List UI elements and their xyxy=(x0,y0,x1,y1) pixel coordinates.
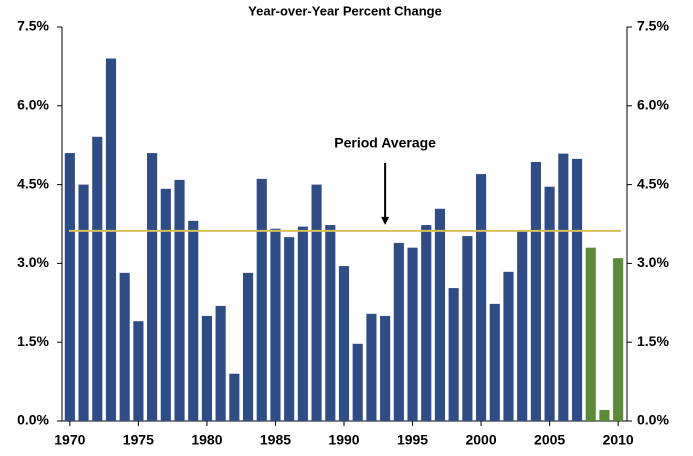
bar xyxy=(119,272,130,421)
bar xyxy=(174,179,185,421)
x-tick-label: 1975 xyxy=(123,432,154,448)
bar xyxy=(64,153,75,421)
y2-tick-label: 6.0% xyxy=(637,97,669,113)
x-tick-label: 1985 xyxy=(260,432,291,448)
x-tick-label: 2005 xyxy=(534,432,565,448)
y-tick-label: 6.0% xyxy=(17,97,49,113)
bar xyxy=(325,225,336,421)
x-tick-label: 1970 xyxy=(54,432,85,448)
bar xyxy=(133,321,144,421)
bar xyxy=(311,184,322,421)
bar xyxy=(338,266,350,421)
y2-tick-label: 3.0% xyxy=(637,254,669,270)
bar xyxy=(201,315,212,421)
bar xyxy=(585,247,596,421)
bar xyxy=(366,313,377,421)
bar xyxy=(105,58,117,422)
bar xyxy=(284,237,295,421)
bar xyxy=(421,225,432,421)
y2-tick-label: 4.5% xyxy=(637,175,669,191)
bar xyxy=(78,184,89,421)
x-tick-label: 1980 xyxy=(191,432,222,448)
bar xyxy=(530,162,541,421)
bar xyxy=(503,271,514,421)
y-tick-label: 0.0% xyxy=(17,412,49,428)
bar xyxy=(160,188,171,421)
bar xyxy=(380,315,391,421)
bar xyxy=(229,373,240,421)
x-tick-label: 1990 xyxy=(328,432,359,448)
arrow-head xyxy=(381,216,390,225)
chart-title: Year-over-Year Percent Change xyxy=(248,3,442,18)
bar xyxy=(517,230,528,421)
y-tick-label: 1.5% xyxy=(17,333,49,349)
y-tick-label: 7.5% xyxy=(17,18,49,34)
bar xyxy=(599,409,610,421)
annotation: Period Average xyxy=(334,135,436,151)
bar xyxy=(476,174,487,421)
x-tick-label: 2000 xyxy=(465,432,496,448)
bar xyxy=(256,178,267,421)
x-tick-label: 2010 xyxy=(603,432,634,448)
bar xyxy=(434,208,446,421)
bar xyxy=(393,242,404,421)
bar xyxy=(571,158,583,421)
bar xyxy=(270,228,281,421)
y2-tick-label: 0.0% xyxy=(637,412,669,428)
bar xyxy=(448,288,459,421)
y2-tick-label: 1.5% xyxy=(637,333,669,349)
bar xyxy=(352,343,363,421)
y2-tick-label: 7.5% xyxy=(637,18,669,34)
bar xyxy=(297,226,308,421)
y-tick-label: 4.5% xyxy=(17,175,49,191)
bar xyxy=(558,153,569,421)
bar xyxy=(613,258,624,421)
bar xyxy=(489,303,500,421)
bar xyxy=(215,305,226,421)
bar xyxy=(462,236,473,421)
bar xyxy=(92,136,103,421)
bar xyxy=(147,153,158,421)
bar xyxy=(242,272,254,421)
x-tick-label: 1995 xyxy=(397,432,428,448)
y-tick-label: 3.0% xyxy=(17,254,49,270)
bar xyxy=(188,220,199,421)
bar xyxy=(544,186,555,421)
bar xyxy=(407,247,418,421)
